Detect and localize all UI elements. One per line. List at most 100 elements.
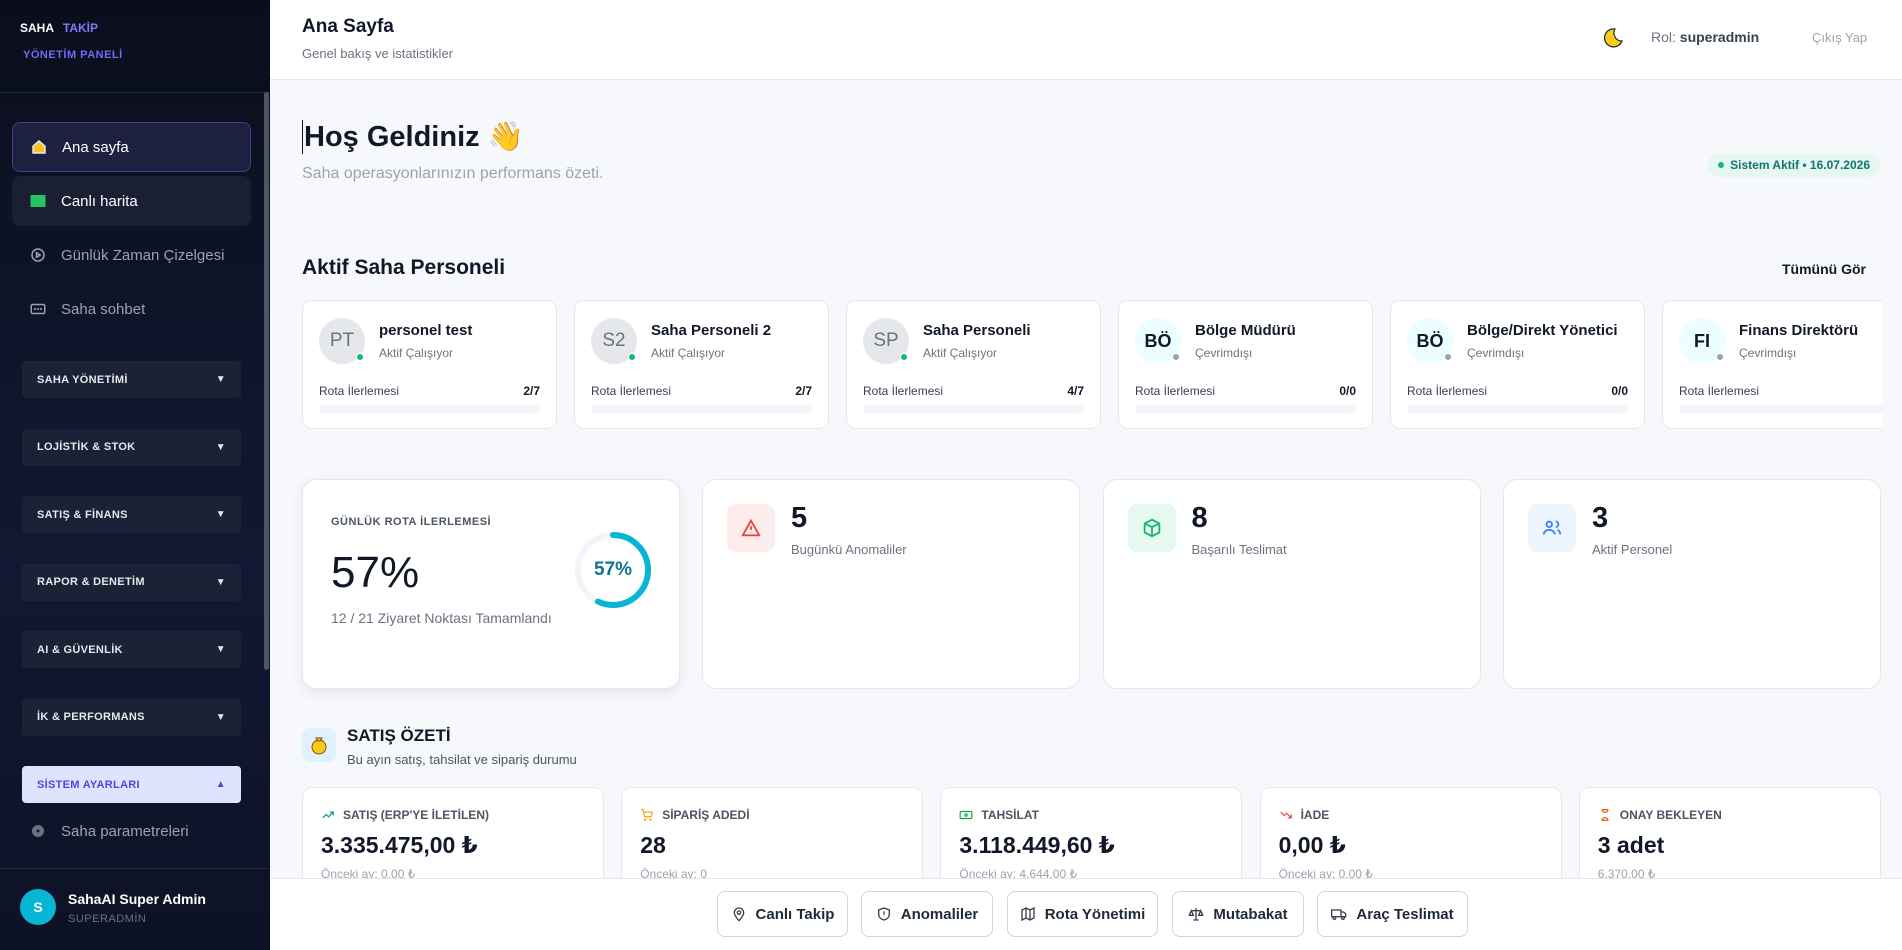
icon xyxy=(741,518,761,537)
progress-label: Rota İlerlemesi xyxy=(1407,384,1488,398)
personnel-strip: PT personel test Aktif Çalışıyor Rota İlerl… xyxy=(302,300,1882,431)
route-percent: 57% xyxy=(331,548,420,597)
header: Ana Sayfa Genel bakış ve istatistikler R… xyxy=(270,0,1902,80)
button-label: Rota Yönetimi xyxy=(1044,905,1146,923)
sales-label: SATIŞ (ERP'YE İLETİLEN) xyxy=(343,808,489,822)
button-label: Mutabakat xyxy=(1213,905,1288,923)
caret: ▲ xyxy=(215,779,226,790)
caret: ▼ xyxy=(215,441,226,453)
person-name: Finans Direktörü xyxy=(1739,322,1859,339)
person-name: Bölge Müdürü xyxy=(1195,322,1296,339)
section-title: Aktif Saha Personeli xyxy=(302,256,506,279)
nav-item[interactable]: Günlük Zaman Çizelgesi xyxy=(12,230,251,280)
nav-item[interactable]: Saha sohbet xyxy=(12,284,251,334)
person-name: Saha Personeli xyxy=(923,322,1031,339)
section-toggle[interactable]: RAPOR & DENETİM ▼ xyxy=(22,563,241,601)
icon xyxy=(877,907,890,921)
sales-previous: Önceki ay: 0 xyxy=(640,867,707,881)
section-toggle[interactable]: LOJİSTİK & STOK ▼ xyxy=(22,428,241,466)
caret: ▼ xyxy=(215,576,226,588)
icon xyxy=(32,140,46,154)
personnel-card[interactable]: SP Saha Personeli Aktif Çalışıyor Rota İler… xyxy=(846,300,1101,429)
stat-icon xyxy=(1127,504,1176,552)
stat-card: 5 Bugünkü Anomaliler xyxy=(702,479,1080,689)
progress-value: 4/7 xyxy=(1067,384,1084,398)
sidebar: SAHA TAKİP YÖNETİM PANELİ Ana sayfa Canlı… xyxy=(0,0,270,950)
nav-item[interactable]: Saha parametreleri xyxy=(12,806,251,856)
personnel-card[interactable]: BÖ Bölge/Direkt Yönetici Çevrimdışı Rota İl… xyxy=(1390,300,1645,429)
section-label: LOJİSTİK & STOK xyxy=(37,441,136,453)
route-detail: 12 / 21 Ziyaret Noktası Tamamlandı xyxy=(331,610,552,626)
stat-value: 8 xyxy=(1191,502,1208,534)
section-label: SİSTEM AYARLARI xyxy=(37,778,140,791)
stat-label: Aktif Personel xyxy=(1592,542,1673,557)
progress-track xyxy=(319,405,540,413)
ring-arc xyxy=(575,532,651,608)
nav-label: Saha parametreleri xyxy=(61,822,189,840)
presence-dot xyxy=(628,353,636,361)
personnel-card[interactable]: BÖ Bölge Müdürü Çevrimdışı Rota İlerlemesi 0… xyxy=(1118,300,1373,429)
role-value: superadmin xyxy=(1679,29,1760,45)
section-toggle[interactable]: AI & GÜVENLİK ▼ xyxy=(22,631,241,668)
section-toggle[interactable]: SAHA YÖNETİMİ ▼ xyxy=(22,361,241,398)
quick-action-button[interactable]: Canlı Takip xyxy=(717,891,848,937)
nav-item[interactable]: Ana sayfa xyxy=(12,122,251,172)
sales-subtitle: Bu ayın satış, tahsilat ve sipariş durum… xyxy=(347,752,577,767)
stat-icon xyxy=(1528,504,1576,552)
section-toggle[interactable]: SATIŞ & FİNANS ▼ xyxy=(22,496,241,533)
progress-track xyxy=(1679,405,1882,413)
personnel-card[interactable]: FI Finans Direktörü Çevrimdışı Rota İlerlem… xyxy=(1662,300,1882,429)
icon xyxy=(1188,908,1205,921)
see-all[interactable]: Tümünü Gör xyxy=(1782,261,1866,277)
status-text: Sistem Aktif • 16.07.2026 xyxy=(1730,158,1870,172)
sales-value: 3 adet xyxy=(1597,832,1665,858)
icon xyxy=(1279,811,1292,819)
theme-toggle[interactable] xyxy=(1600,26,1624,50)
quick-action-button[interactable]: Araç Teslimat xyxy=(1317,891,1468,937)
progress-value: 0/0 xyxy=(1611,384,1628,398)
status-badge: Sistem Aktif • 16.07.2026 xyxy=(1708,153,1880,177)
quick-action-button[interactable]: Anomaliler xyxy=(861,891,993,937)
section-label: İK & PERFORMANS xyxy=(37,711,145,723)
sales-value: 0,00 ₺ xyxy=(1278,832,1346,858)
person-status: Çevrimdışı xyxy=(1195,346,1253,360)
person-status: Aktif Çalışıyor xyxy=(923,346,998,360)
section-toggle[interactable]: SİSTEM AYARLARI ▲ xyxy=(22,766,241,803)
section-toggle[interactable]: İK & PERFORMANS ▼ xyxy=(22,698,241,736)
quick-action-button[interactable]: Rota Yönetimi xyxy=(1007,891,1158,937)
progress-label: Rota İlerlemesi xyxy=(1679,384,1760,398)
progress-ring xyxy=(575,532,651,608)
logout[interactable]: Çıkış Yap xyxy=(1812,30,1868,45)
person-name: Bölge/Direkt Yönetici xyxy=(1467,322,1618,339)
icon xyxy=(30,195,46,207)
sales-label-row: TAHSİLAT xyxy=(959,808,1039,822)
page-subtitle: Genel bakış ve istatistikler xyxy=(302,46,454,61)
user-avatar: S xyxy=(20,889,56,925)
sales-previous: 6.370,00 ₺ xyxy=(1597,867,1656,881)
quick-action-button[interactable]: Mutabakat xyxy=(1172,891,1304,937)
button-label: Araç Teslimat xyxy=(1356,905,1454,923)
nav-item[interactable]: Canlı harita xyxy=(12,176,251,226)
caret: ▼ xyxy=(215,374,226,385)
user-name: SahaAI Super Admin xyxy=(68,891,206,907)
personnel-card[interactable]: S2 Saha Personeli 2 Aktif Çalışıyor Rota İl… xyxy=(574,300,829,429)
icon xyxy=(1143,518,1160,538)
nav-label: Ana sayfa xyxy=(62,138,129,156)
stat-icon xyxy=(727,504,775,552)
sales-label-row: ONAY BEKLEYEN xyxy=(1598,808,1722,822)
sales-label: İADE xyxy=(1300,808,1330,822)
stat-label: Bugünkü Anomaliler xyxy=(791,542,907,557)
progress-track xyxy=(591,405,812,413)
sales-label: ONAY BEKLEYEN xyxy=(1619,808,1722,822)
avatar: SP xyxy=(863,318,909,364)
stat-value: 3 xyxy=(1592,502,1609,534)
personnel-card[interactable]: PT personel test Aktif Çalışıyor Rota İlerl… xyxy=(302,300,557,429)
person-name: Saha Personeli 2 xyxy=(651,322,772,339)
sales-value: 28 xyxy=(640,832,666,858)
sales-value: 3.335.475,00 ₺ xyxy=(321,832,478,858)
progress-label: Rota İlerlemesi xyxy=(591,384,672,398)
icon xyxy=(641,809,654,821)
section-label: AI & GÜVENLİK xyxy=(37,643,123,656)
quick-actions: Canlı Takip Anomaliler Rota Yönetimi Mutaba… xyxy=(270,878,1902,950)
